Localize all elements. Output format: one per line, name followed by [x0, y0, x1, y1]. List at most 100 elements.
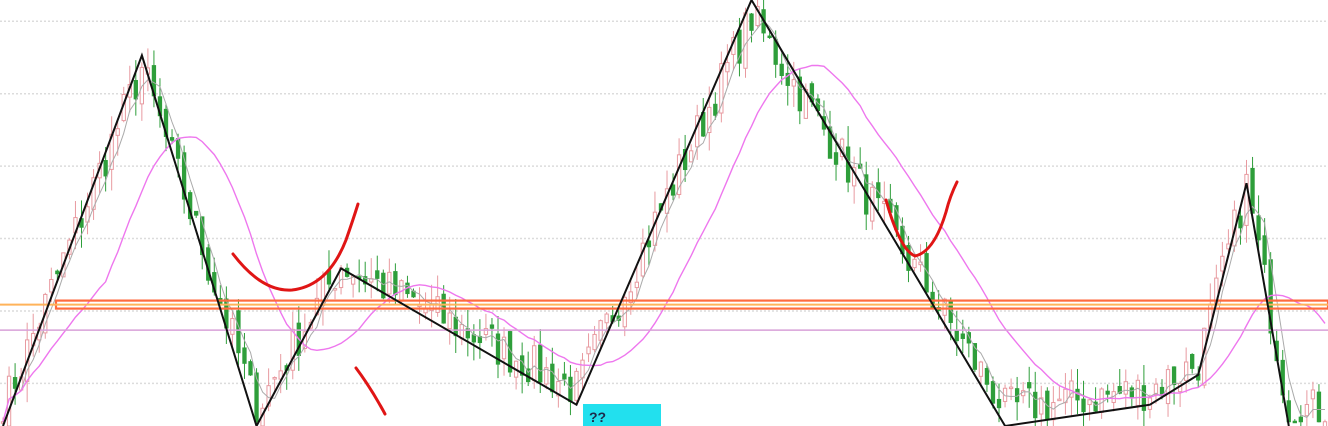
- label-text: ??: [589, 409, 607, 425]
- candle-body: [375, 270, 380, 279]
- candle-body: [1093, 401, 1098, 412]
- candle-body: [1298, 416, 1303, 423]
- candle-body: [912, 258, 917, 269]
- candle-body: [550, 363, 555, 393]
- candle-body: [562, 373, 567, 380]
- candle-body: [604, 313, 609, 324]
- candle-body: [1322, 421, 1328, 426]
- candle-body: [1190, 353, 1195, 369]
- candle-body: [1117, 386, 1122, 394]
- candle-body: [833, 152, 839, 165]
- candle-body: [779, 63, 784, 77]
- candle-body: [1129, 387, 1134, 399]
- candle-body: [640, 242, 646, 277]
- candle-body: [1008, 386, 1014, 390]
- candle-body: [1183, 361, 1189, 381]
- candle-body: [906, 244, 911, 271]
- candle-body: [1051, 402, 1056, 421]
- candle-body: [1238, 215, 1243, 229]
- candle-body: [538, 344, 543, 383]
- candle-body: [725, 62, 730, 73]
- candle-body: [791, 79, 796, 87]
- candle-body: [272, 377, 277, 380]
- candle-body: [1304, 403, 1310, 417]
- candle-body: [1220, 255, 1225, 272]
- candle-body: [749, 13, 754, 31]
- candle-body: [495, 333, 501, 365]
- candle-body: [707, 106, 712, 133]
- candle-body: [200, 216, 205, 256]
- candle-body: [1244, 173, 1249, 226]
- candle-body: [489, 324, 495, 329]
- candle-body: [1081, 398, 1086, 413]
- candle-body: [230, 318, 235, 335]
- candle-body: [568, 376, 573, 403]
- candle-body: [592, 333, 597, 351]
- candle-body: [972, 343, 978, 370]
- candle-body: [713, 103, 718, 116]
- candle-body: [743, 12, 748, 69]
- candle-body: [1099, 388, 1104, 413]
- candle-body: [1033, 391, 1038, 419]
- candle-body: [1256, 215, 1261, 241]
- candle-body: [393, 271, 398, 296]
- candle-body: [586, 346, 591, 355]
- candle-body: [755, 5, 760, 27]
- candle-body: [133, 79, 138, 100]
- candle-body: [767, 35, 772, 39]
- candle-body: [676, 154, 682, 196]
- candle-body: [634, 281, 639, 289]
- candle-body: [248, 361, 253, 376]
- candle-body: [91, 177, 96, 210]
- candle-body: [1002, 387, 1008, 402]
- candle-body: [1310, 389, 1316, 400]
- candle-body: [1105, 390, 1110, 395]
- candle-body: [465, 328, 470, 339]
- candle-body: [447, 312, 452, 330]
- candle-body: [1135, 379, 1141, 406]
- candle-body: [254, 372, 259, 423]
- candle-body: [1123, 381, 1128, 395]
- candle-body: [290, 328, 295, 371]
- candle-body: [115, 128, 120, 136]
- candle-body: [1316, 391, 1322, 423]
- candle-body: [181, 152, 187, 200]
- candle-body: [471, 334, 477, 343]
- candle-body: [1057, 398, 1062, 402]
- candle-body: [978, 361, 984, 377]
- label-box: ??: [583, 404, 661, 426]
- candle-body: [103, 160, 108, 177]
- candle-body: [1171, 366, 1177, 386]
- candle-body: [1027, 382, 1032, 389]
- support-levels: [0, 299, 1328, 331]
- ma-short-line: [2, 19, 1325, 422]
- candle-body: [580, 359, 585, 379]
- annotation-stroke: [354, 366, 387, 416]
- candle-body: [544, 367, 549, 385]
- candle-body: [942, 298, 947, 316]
- candle-body: [556, 381, 561, 397]
- candle-body: [646, 240, 652, 248]
- candle-body: [827, 126, 833, 159]
- candle-body: [242, 347, 247, 364]
- candle-body: [483, 328, 489, 336]
- candle-body: [960, 333, 965, 339]
- candle-body: [797, 76, 802, 112]
- annotation-v-curve: [884, 180, 959, 258]
- zigzag-pattern: [2, 0, 1290, 426]
- candle-body: [966, 332, 971, 344]
- candle-body: [236, 310, 241, 354]
- candle-body: [670, 184, 676, 196]
- candle-body: [1262, 235, 1267, 265]
- candle-body: [719, 63, 724, 114]
- candle-body: [55, 270, 60, 275]
- candle-body: [1087, 399, 1092, 406]
- candle-body: [990, 381, 996, 404]
- candle-body: [954, 330, 959, 342]
- candle-body: [1069, 380, 1074, 398]
- handdrawn-annotations: [231, 180, 959, 416]
- candle-body: [652, 211, 658, 246]
- candle-body: [532, 345, 537, 382]
